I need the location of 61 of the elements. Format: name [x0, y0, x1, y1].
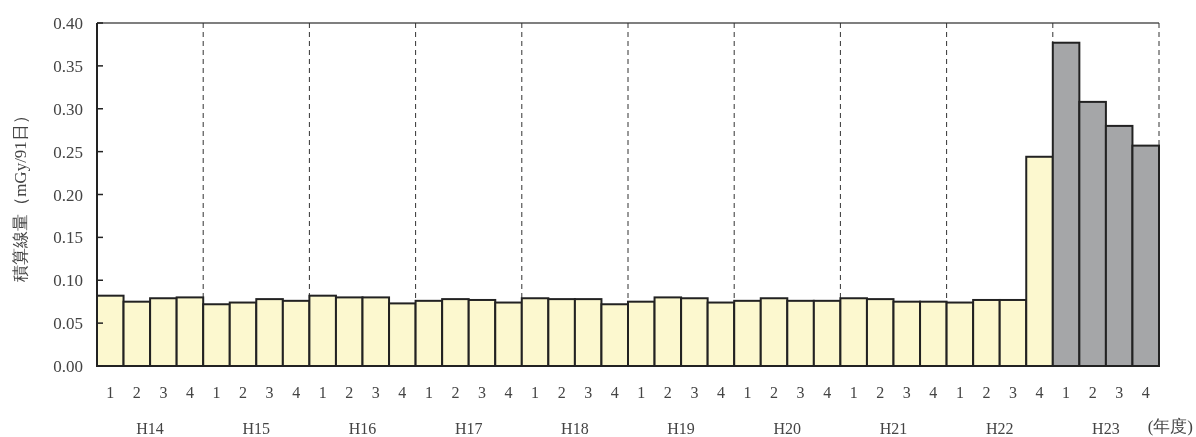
x-tick-label: 3	[159, 384, 168, 401]
text: H21	[879, 420, 908, 437]
x-tick-label: 4	[929, 384, 938, 401]
x-tick-label: 1	[1062, 384, 1071, 401]
y-tick-label: 0.00	[53, 357, 83, 376]
x-tick-label: 4	[1035, 384, 1044, 401]
y-tick-label: 0.20	[53, 185, 83, 205]
x-axis-title: (年度)	[1147, 417, 1193, 436]
x-tick-label: 1	[424, 384, 433, 401]
x-tick-label: 4	[504, 384, 513, 401]
text: H22	[985, 420, 1014, 437]
x-tick-label: 1	[637, 384, 646, 401]
text: H14	[136, 420, 164, 437]
x-tick-label: 1	[212, 384, 221, 401]
text: H17	[454, 420, 483, 437]
x-tick-label: 1	[531, 384, 540, 401]
y-tick-label: 0.40	[53, 14, 83, 33]
x-tick-label: 2	[1088, 384, 1097, 401]
x-tick-label: 1	[106, 384, 115, 401]
text: H15	[242, 420, 271, 437]
x-tick-label: 4	[716, 384, 725, 401]
x-tick-label: 2	[982, 384, 991, 401]
y-tick-label: 0.10	[53, 271, 83, 291]
text: H16	[348, 420, 377, 437]
x-tick-label: 3	[796, 384, 805, 401]
x-tick-label: 2	[663, 384, 672, 401]
x-tick-label: 4	[823, 384, 832, 401]
x-tick-label: 3	[371, 384, 380, 401]
y-tick-label: 0.15	[53, 228, 83, 248]
x-tick-label: 3	[902, 384, 911, 401]
x-tick-label: 3	[477, 384, 486, 401]
text: H23	[1092, 420, 1120, 437]
x-tick-label: 2	[451, 384, 460, 401]
y-tick-label: 0.05	[53, 314, 83, 334]
x-tick-label: 1	[955, 384, 964, 401]
x-tick-label: 4	[185, 384, 194, 401]
x-tick-label: 1	[318, 384, 327, 401]
x-tick-label: 2	[345, 384, 354, 401]
y-tick-label: 0.35	[53, 56, 83, 76]
x-tick-label: 4	[398, 384, 407, 401]
text: H20	[773, 420, 802, 437]
x-tick-label: 4	[1141, 384, 1150, 401]
x-tick-label: 1	[849, 384, 858, 401]
text: H18	[561, 420, 589, 437]
text: H19	[667, 420, 695, 437]
x-tick-label: 2	[876, 384, 885, 401]
x-tick-label: 3	[584, 384, 593, 401]
x-tick-label: 3	[1008, 384, 1017, 401]
x-tick-label: 2	[770, 384, 779, 401]
x-tick-label: 2	[239, 384, 248, 401]
y-tick-label: 0.30	[53, 99, 83, 119]
x-tick-label: 1	[743, 384, 752, 401]
x-tick-label: 2	[132, 384, 141, 401]
x-tick-label: 3	[265, 384, 274, 401]
x-tick-label: 3	[1115, 384, 1124, 401]
x-tick-label: 2	[557, 384, 566, 401]
x-tick-label: 3	[690, 384, 699, 401]
x-tick-label: 4	[610, 384, 619, 401]
y-axis-title: 積算線量（mGy/91日）	[11, 107, 30, 282]
y-tick-label: 0.25	[53, 142, 83, 162]
x-tick-label: 4	[292, 384, 301, 401]
